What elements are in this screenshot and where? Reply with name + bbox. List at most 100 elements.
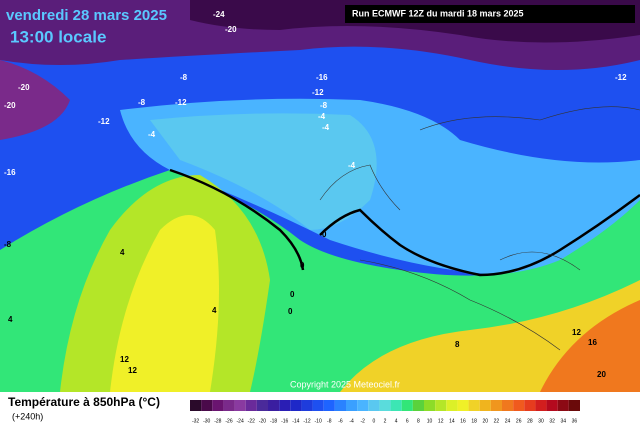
contour-label: -16 bbox=[4, 168, 16, 177]
legend-swatch bbox=[357, 400, 369, 411]
legend-swatch bbox=[334, 400, 346, 411]
legend-tick-label: -8 bbox=[327, 418, 332, 424]
contour-label: -8 bbox=[320, 101, 328, 110]
legend-swatch bbox=[513, 400, 525, 411]
contour-label: -12 bbox=[98, 117, 110, 126]
contour-label: -24 bbox=[213, 10, 225, 19]
legend-swatch bbox=[524, 400, 536, 411]
run-banner bbox=[345, 5, 635, 23]
legend-tick-label: 22 bbox=[494, 418, 500, 424]
legend-swatch bbox=[290, 400, 302, 411]
legend-swatch bbox=[268, 400, 280, 411]
contour-label: 8 bbox=[455, 340, 460, 349]
legend-title: Température à 850hPa (°C) bbox=[8, 395, 160, 409]
contour-label: 12 bbox=[120, 355, 129, 364]
legend-swatch bbox=[457, 400, 469, 411]
legend-tick-label: 20 bbox=[483, 418, 489, 424]
legend-tick-label: -20 bbox=[259, 418, 266, 424]
contour-label: 12 bbox=[572, 328, 581, 337]
legend-tick-label: 24 bbox=[505, 418, 511, 424]
legend-tick-label: -30 bbox=[203, 418, 210, 424]
legend-tick-label: 34 bbox=[561, 418, 567, 424]
legend-tick-label: -4 bbox=[349, 418, 354, 424]
legend-swatch bbox=[568, 400, 580, 411]
legend-swatch bbox=[468, 400, 480, 411]
legend-tick-label: 14 bbox=[449, 418, 455, 424]
legend-swatch bbox=[301, 400, 313, 411]
legend-tick-label: 8 bbox=[417, 418, 420, 424]
legend-swatch bbox=[401, 400, 413, 411]
contour-label: -20 bbox=[225, 25, 237, 34]
legend-tick-label: 0 bbox=[372, 418, 375, 424]
legend-swatch bbox=[190, 400, 202, 411]
legend-swatch bbox=[234, 400, 246, 411]
legend-swatch bbox=[479, 400, 491, 411]
legend-tick-label: -2 bbox=[360, 418, 365, 424]
legend-swatch bbox=[379, 400, 391, 411]
contour-label: 0 bbox=[290, 290, 295, 299]
contour-label: -20 bbox=[18, 83, 30, 92]
contour-label: 4 bbox=[8, 315, 13, 324]
legend-swatch bbox=[435, 400, 447, 411]
legend-swatch bbox=[201, 400, 213, 411]
contour-label: 0 bbox=[322, 230, 327, 239]
legend-tick-label: 30 bbox=[538, 418, 544, 424]
legend-swatch bbox=[212, 400, 224, 411]
legend-tick-label: 4 bbox=[395, 418, 398, 424]
hot-core bbox=[540, 300, 640, 392]
legend-tick-label: 16 bbox=[460, 418, 466, 424]
legend-swatch bbox=[279, 400, 291, 411]
warm-core bbox=[110, 215, 219, 392]
legend-swatch bbox=[557, 400, 569, 411]
legend-swatch bbox=[346, 400, 358, 411]
zero-isotherm bbox=[169, 168, 640, 277]
contour-label: -12 bbox=[175, 98, 187, 107]
time: 13:00 locale bbox=[10, 27, 106, 46]
contour-label: -8 bbox=[4, 240, 12, 249]
legend-swatch bbox=[256, 400, 268, 411]
legend-tick-label: -14 bbox=[292, 418, 299, 424]
legend-swatch bbox=[245, 400, 257, 411]
contour-label: -16 bbox=[316, 73, 328, 82]
contour-label: -20 bbox=[4, 101, 16, 110]
contour-label: -4 bbox=[318, 112, 326, 121]
legend-swatch bbox=[546, 400, 558, 411]
legend-swatch bbox=[323, 400, 335, 411]
contour-label: -4 bbox=[322, 123, 330, 132]
legend-swatch bbox=[390, 400, 402, 411]
legend-swatch bbox=[424, 400, 436, 411]
date: vendredi 28 mars 2025 bbox=[6, 7, 167, 24]
legend-swatch bbox=[312, 400, 324, 411]
legend-tick-label: -12 bbox=[303, 418, 310, 424]
contour-label: -8 bbox=[138, 98, 146, 107]
contour-label: -4 bbox=[148, 130, 156, 139]
contour-label: 16 bbox=[588, 338, 597, 347]
cool-core bbox=[150, 113, 377, 230]
legend-tick-label: 36 bbox=[572, 418, 578, 424]
legend-swatch bbox=[446, 400, 458, 411]
contour-label: -12 bbox=[615, 73, 627, 82]
run-info: Run ECMWF 12Z du mardi 18 mars 2025 bbox=[352, 8, 524, 18]
legend-tick-label: 10 bbox=[427, 418, 433, 424]
legend-swatch bbox=[368, 400, 380, 411]
copyright: Copyright 2025 Meteociel.fr bbox=[290, 379, 400, 389]
coastline bbox=[319, 106, 640, 351]
legend-tick-label: -10 bbox=[315, 418, 322, 424]
legend-swatch bbox=[535, 400, 547, 411]
contour-label: 4 bbox=[212, 306, 217, 315]
legend-tick-label: -28 bbox=[214, 418, 221, 424]
contour-label: 0 bbox=[288, 307, 293, 316]
legend-tick-label: -26 bbox=[225, 418, 232, 424]
legend-tick-label: 2 bbox=[384, 418, 387, 424]
legend-tick-label: -18 bbox=[270, 418, 277, 424]
cold-region-west bbox=[0, 60, 70, 140]
legend-tick-label: -22 bbox=[248, 418, 255, 424]
legend-swatch bbox=[223, 400, 235, 411]
contour-label: -8 bbox=[180, 73, 188, 82]
legend-tick-label: -32 bbox=[192, 418, 199, 424]
contour-label: 20 bbox=[597, 370, 606, 379]
legend-tick-label: 18 bbox=[471, 418, 477, 424]
legend-swatch bbox=[502, 400, 514, 411]
legend-tick-label: -24 bbox=[237, 418, 244, 424]
